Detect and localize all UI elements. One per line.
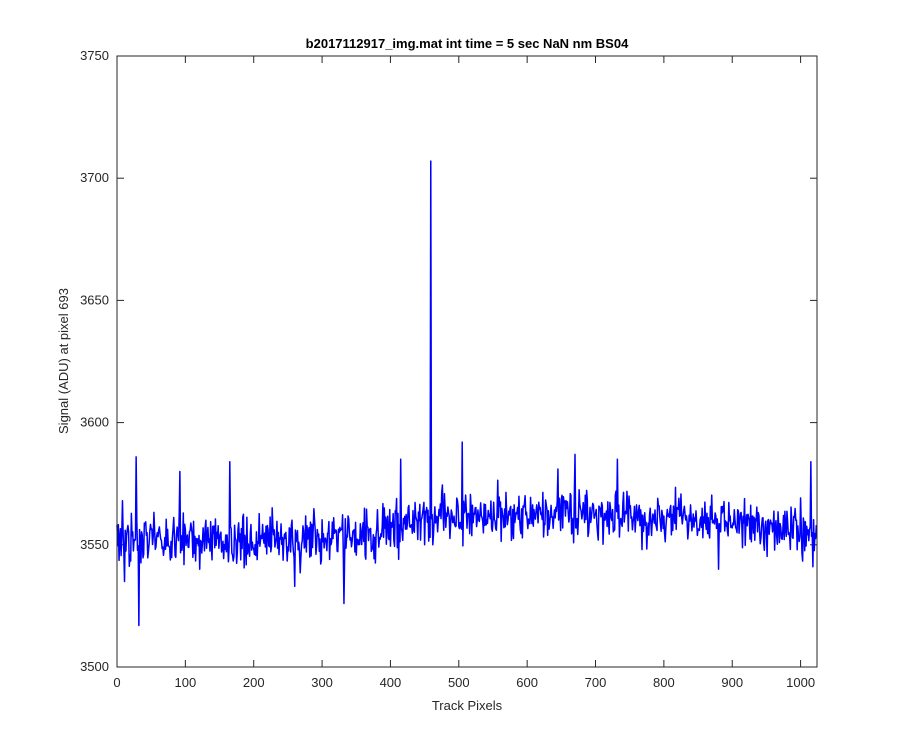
chart-title: b2017112917_img.mat int time = 5 sec NaN… xyxy=(306,36,629,51)
x-tick-label: 1000 xyxy=(786,675,815,690)
axis-tick-labels: 0 100 200 300 400 500 600 700 800 900 1000 3500 3550… xyxy=(80,48,815,690)
x-tick-label: 100 xyxy=(175,675,197,690)
y-axis-title: Signal (ADU) at pixel 693 xyxy=(56,288,71,434)
x-tick-label: 400 xyxy=(380,675,402,690)
y-tick-label: 3700 xyxy=(80,170,109,185)
x-tick-label: 600 xyxy=(516,675,538,690)
y-tick-label: 3750 xyxy=(80,48,109,63)
x-axis-title: Track Pixels xyxy=(432,698,503,713)
y-tick-label: 3600 xyxy=(80,415,109,430)
y-tick-label: 3650 xyxy=(80,292,109,307)
axis-ticks xyxy=(116,55,817,668)
axes-background xyxy=(117,56,817,667)
x-tick-label: 800 xyxy=(653,675,675,690)
x-tick-label: 900 xyxy=(721,675,743,690)
x-tick-label: 500 xyxy=(448,675,470,690)
x-tick-label: 700 xyxy=(585,675,607,690)
y-tick-label: 3500 xyxy=(80,659,109,674)
axes-box xyxy=(116,55,818,668)
x-tick-label: 200 xyxy=(243,675,265,690)
signal-series-line xyxy=(116,160,818,627)
y-tick-label: 3550 xyxy=(80,537,109,552)
x-tick-label: 0 xyxy=(113,675,120,690)
x-tick-label: 300 xyxy=(311,675,333,690)
